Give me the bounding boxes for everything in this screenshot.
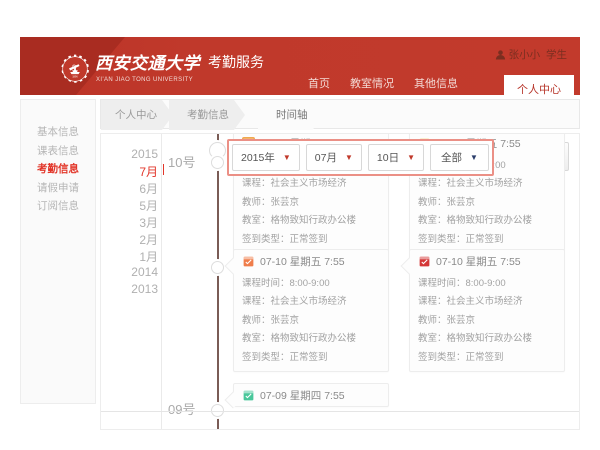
svg-text:1896: 1896: [72, 76, 78, 78]
